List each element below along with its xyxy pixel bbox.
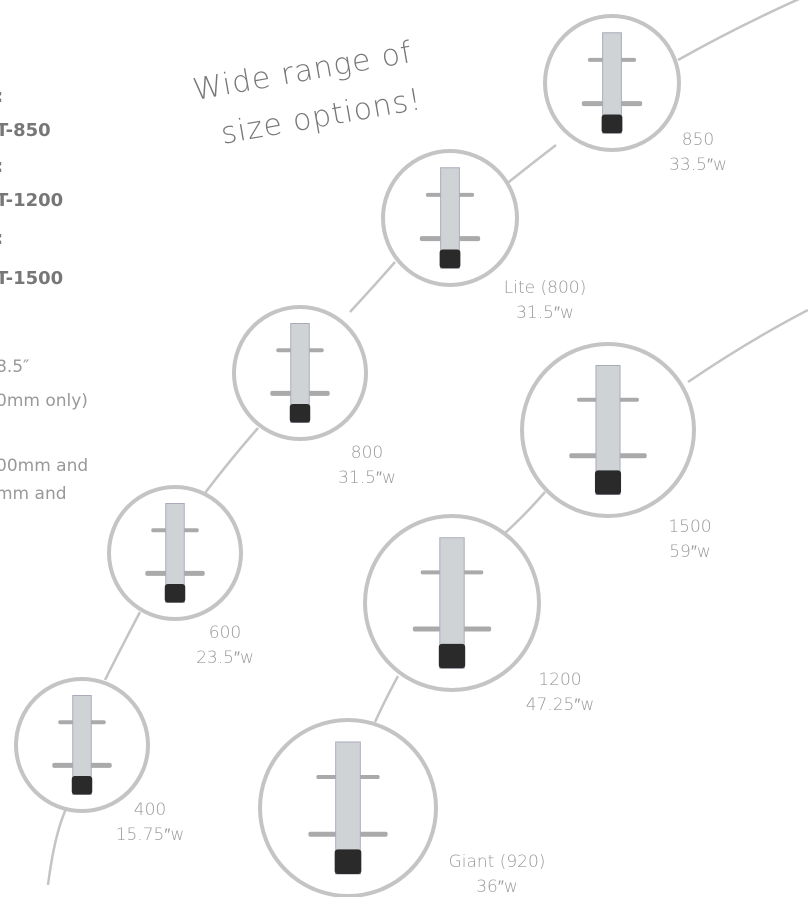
size-width: 33.5″w (669, 155, 727, 175)
line (373, 675, 400, 723)
size-width: 31.5″w (516, 303, 574, 323)
size-name: 600 (209, 623, 241, 643)
size-item: 800 31.5″w (232, 305, 396, 488)
heading: Wide range of size options! (190, 35, 424, 152)
left-text-line: : (0, 228, 3, 249)
size-name: 1500 (668, 517, 711, 537)
line (504, 144, 557, 186)
size-item: 600 23.5″w (107, 485, 254, 668)
base (334, 849, 362, 874)
size-width: 15.75″w (116, 825, 185, 845)
size-name: Lite (800) (504, 278, 586, 298)
size-item: Giant (920) 36″w (258, 718, 546, 897)
size-item: 400 15.75″w (14, 677, 185, 845)
size-name: 1200 (538, 670, 581, 690)
size-items: 850 33.5″w Lite (800) 31.5″w 800 31.5″w 600 23.… (14, 14, 727, 897)
size-item: 850 33.5″w (543, 14, 727, 175)
size-width: 59″w (669, 542, 711, 562)
base (71, 776, 93, 795)
size-width: 36″w (476, 877, 518, 897)
base (594, 470, 622, 495)
base (164, 584, 186, 603)
base (601, 114, 623, 134)
line (349, 261, 396, 313)
size-name: 400 (134, 800, 166, 820)
left-text-line: : (0, 156, 3, 177)
size-width: 47.25″w (526, 695, 595, 715)
left-text-line: 8.5″ (0, 357, 29, 377)
size-name: Giant (920) (449, 852, 546, 872)
base (438, 643, 466, 669)
size-name: 850 (682, 130, 714, 150)
size-item: 1200 47.25″w (363, 514, 595, 715)
size-item: 1500 59″w (520, 342, 712, 562)
left-text-line: T-1200 (0, 190, 63, 211)
line (687, 308, 808, 384)
base (439, 249, 461, 269)
left-text: : T-850: T-1200: T-1500 8.5″ 0mm only) 00mm an… (0, 86, 88, 504)
left-text-line: 00mm and (0, 456, 88, 476)
left-text-line: T-1500 (0, 268, 63, 289)
left-text-line: : (0, 86, 3, 107)
line (504, 491, 546, 534)
base (289, 404, 311, 423)
line (103, 611, 142, 681)
size-name: 800 (351, 443, 383, 463)
left-text-line: mm and (0, 484, 67, 504)
connector-lines (46, 0, 808, 886)
line (204, 427, 259, 494)
size-width: 31.5″w (338, 468, 396, 488)
left-text-line: T-850 (0, 120, 51, 141)
size-width: 23.5″w (196, 648, 254, 668)
line (46, 804, 70, 886)
line (677, 0, 800, 62)
size-item: Lite (800) 31.5″w (381, 149, 586, 323)
left-text-line: 0mm only) (0, 391, 88, 411)
